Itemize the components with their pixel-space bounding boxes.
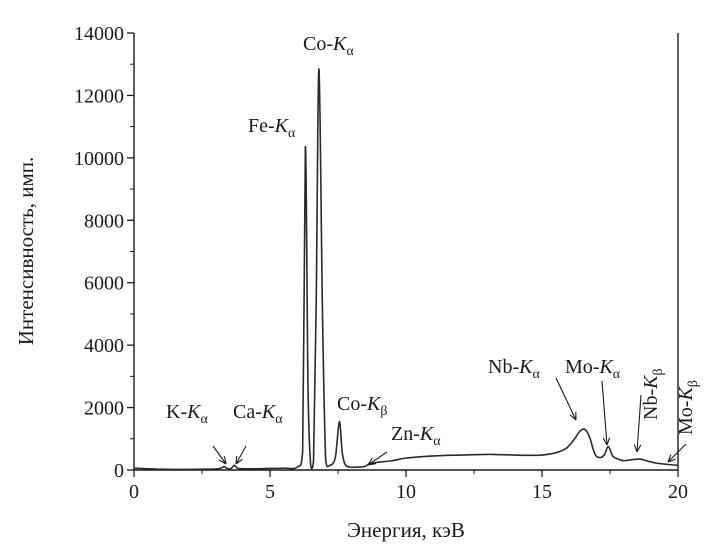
annotation-arrow xyxy=(212,445,227,465)
annotation-arrowhead xyxy=(569,411,577,421)
peak-label: Ca-Kα xyxy=(233,401,283,427)
y-axis-label: Интенсивность, имп. xyxy=(14,157,38,345)
peak-label: Mo-Kβ xyxy=(675,380,701,435)
annotation-arrow xyxy=(555,377,577,421)
y-axis-ticks: 0 2000 4000 6000 8000 10000 12000 14000 xyxy=(74,23,134,482)
peak-label: Nb-Kβ xyxy=(640,368,666,420)
y-tick-label: 6000 xyxy=(84,273,124,295)
y-tick-label: 8000 xyxy=(84,210,124,232)
x-tick-label: 0 xyxy=(129,481,139,503)
peak-label: Zn-Kα xyxy=(391,423,441,449)
annotation-arrow xyxy=(667,443,687,463)
x-tick-label: 15 xyxy=(532,481,552,503)
spectrum-line xyxy=(133,68,679,471)
annotation-arrow xyxy=(235,445,247,465)
annotation-arrow xyxy=(636,394,642,453)
annotation-arrowhead xyxy=(235,455,243,465)
y-tick-label: 10000 xyxy=(74,148,124,170)
y-tick-label: 14000 xyxy=(74,23,124,45)
y-tick-label: 0 xyxy=(114,460,124,482)
x-axis-label: Энергия, кэВ xyxy=(347,518,465,542)
annotation-arrowhead xyxy=(667,454,676,463)
annotation-arrowhead xyxy=(602,437,611,446)
peak-label: Fe-Kα xyxy=(248,115,296,141)
x-axis-ticks: 0 5 10 15 20 xyxy=(129,470,688,503)
x-tick-label: 5 xyxy=(265,481,275,503)
y-tick-label: 4000 xyxy=(84,335,124,357)
peak-label: Mo-Kα xyxy=(565,356,621,382)
peak-label: Co-Kα xyxy=(303,33,354,59)
annotation-arrow xyxy=(367,451,388,466)
peak-label: Co-Kβ xyxy=(337,393,387,419)
y-tick-label: 2000 xyxy=(84,398,124,420)
peak-label: Nb-Kα xyxy=(488,356,540,382)
y-tick-label: 12000 xyxy=(74,85,124,107)
x-tick-label: 20 xyxy=(668,481,688,503)
x-tick-label: 10 xyxy=(396,481,416,503)
annotation-arrowhead xyxy=(633,444,642,453)
annotation-arrowhead xyxy=(367,457,376,466)
series-layer xyxy=(133,68,679,471)
annotation-arrow xyxy=(601,380,608,446)
annotation-arrowhead xyxy=(218,456,227,465)
peak-label: K-Kα xyxy=(166,401,208,427)
plot-frame xyxy=(133,33,679,471)
